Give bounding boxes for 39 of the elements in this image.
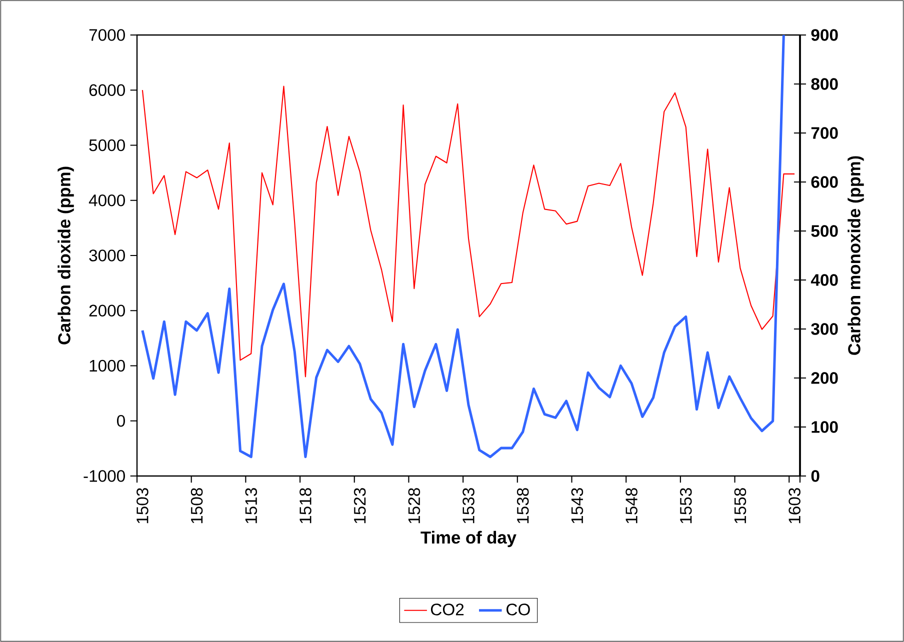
y-axis-title: Carbon dioxide (ppm) [58,166,74,344]
y2-tick-label: 500 [811,225,838,237]
y-tick-label: 2000 [89,304,125,317]
y-tick-label: 4000 [88,194,125,206]
x-tick-label: 1503 [136,488,148,524]
y-tick-label: 0 [117,414,125,427]
y2-tick-label: 200 [811,372,838,384]
x-tick-label: 1533 [462,488,474,524]
x-tick-label: 1548 [626,488,638,524]
y2-tick-label: 800 [811,78,838,90]
x-tick-label: 1603 [788,488,800,524]
y2-tick-label: 600 [811,176,838,188]
y2-axis-title: Carbon monoxide (ppm) [848,156,864,355]
y2-tick-label: 700 [811,127,838,139]
x-tick-label: 1538 [516,488,529,524]
y-tick-label: 6000 [89,84,125,96]
line-series [142,86,796,378]
x-tick-label: 1553 [680,488,692,524]
y-tick-label: 3000 [89,250,125,262]
x-tick-label: 1508 [190,488,203,524]
x-tick-label: 1518 [300,488,312,524]
x-tick-label: 1523 [354,488,366,524]
x-tick-label: 1513 [245,488,258,524]
y2-tick-label: 900 [811,29,838,41]
x-tick-label: 1543 [571,488,584,524]
y-tick-label: 5000 [89,139,125,152]
y2-tick-label: 300 [811,323,838,335]
legend-label: CO [506,604,530,616]
y-tick-label: -1000 [84,470,125,482]
x-tick-label: 1528 [408,488,420,524]
y2-tick-label: 100 [812,421,838,433]
y-tick-label: 7000 [89,29,125,41]
legend-label: CO2 [430,604,464,616]
y-tick-label: 1000 [90,360,125,372]
line-series [141,35,785,458]
y2-tick-label: 0 [811,470,820,482]
x-tick-label: 1558 [734,488,746,524]
x-axis-title: Time of day [420,530,516,548]
y2-tick-label: 400 [810,274,838,286]
